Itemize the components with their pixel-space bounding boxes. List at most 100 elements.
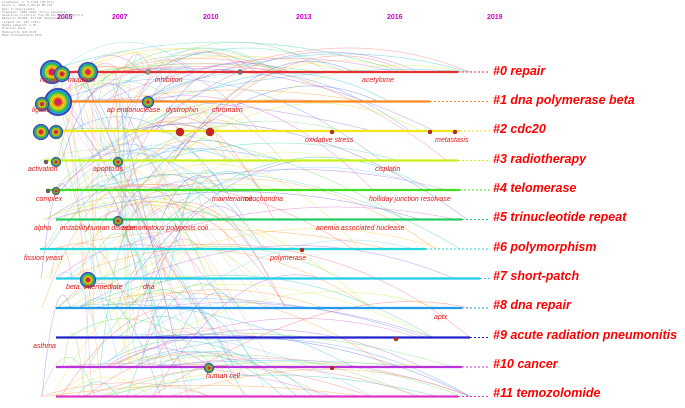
citation-node[interactable] (205, 127, 215, 137)
cluster-label[interactable]: #2 cdc20 (493, 122, 546, 136)
citation-node[interactable] (45, 188, 51, 194)
cluster-label[interactable]: #0 repair (493, 64, 546, 78)
citation-arc (82, 127, 236, 367)
citation-node-ring (207, 366, 211, 370)
citation-arc (69, 318, 214, 368)
citation-node[interactable] (299, 247, 305, 253)
node-label: cisplatin (375, 166, 400, 173)
citation-arc (44, 41, 402, 73)
citation-node[interactable] (237, 69, 243, 75)
citation-arc (126, 283, 237, 397)
citation-arc (143, 334, 471, 397)
citation-arc (83, 142, 398, 191)
citation-node-ring (54, 130, 58, 134)
citation-node[interactable] (427, 129, 433, 135)
citation-arc (119, 94, 233, 359)
cluster-label[interactable]: #10 cancer (493, 357, 559, 371)
citation-node[interactable] (175, 127, 185, 137)
node-label: ligase (32, 107, 50, 114)
citation-arc (46, 127, 406, 220)
citation-node-ring (146, 100, 150, 104)
citation-arc (50, 191, 421, 220)
citation-arc (39, 149, 223, 191)
cluster-label[interactable]: #4 telomerase (493, 181, 576, 195)
citation-arc (170, 306, 257, 368)
citation-arc (141, 95, 374, 191)
node-label: fission yeast (24, 255, 64, 262)
cluster-label[interactable]: #1 dna polymerase beta (493, 93, 635, 107)
year-label: 2019 (487, 14, 503, 21)
cluster-label[interactable]: #5 trinucleotide repeat (493, 210, 627, 224)
cluster-label[interactable]: #9 acute radiation pneumonitis (493, 328, 677, 342)
citation-arc (63, 376, 151, 397)
citation-node[interactable] (145, 69, 151, 75)
citation-arc (148, 302, 434, 338)
cluster-label[interactable]: #11 temozolomide (493, 386, 600, 400)
citation-node[interactable] (452, 129, 458, 135)
citation-arc (114, 291, 439, 368)
citation-arc (134, 121, 262, 191)
metadata-line: Modularity Q=0.6178 (2, 29, 37, 34)
citation-arc (127, 289, 234, 368)
citation-arc (82, 68, 259, 132)
citation-arc (116, 338, 471, 397)
node-label: metastasis (435, 137, 469, 144)
citation-arc (103, 81, 276, 371)
citation-node-ring (116, 160, 120, 164)
citation-arc (69, 81, 93, 393)
citation-arc (101, 98, 266, 312)
citation-arc (171, 250, 224, 309)
node-label: holliday junction resolvase (369, 196, 451, 203)
node-label: intermediate (84, 284, 123, 291)
node-label: dystrophin (166, 107, 198, 114)
citation-arc (74, 165, 208, 279)
citation-arc (82, 74, 183, 312)
citation-arc (58, 71, 84, 132)
citation-arc (95, 283, 431, 338)
cluster-labels: #0 repair #1 dna polymerase beta #2 cdc2… (493, 64, 677, 400)
citation-arc (53, 77, 112, 321)
citation-arc (84, 51, 218, 132)
citation-arc (41, 294, 71, 397)
citation-arc (107, 109, 267, 301)
citation-arc (68, 228, 442, 309)
citation-arc (106, 47, 277, 102)
node-label: oxidative stress (305, 137, 354, 144)
citation-arc (174, 239, 415, 309)
citation-arc (58, 99, 373, 132)
citation-node[interactable] (393, 336, 399, 342)
node-label: aptx (434, 314, 448, 321)
cluster-label[interactable]: #6 polymorphism (493, 240, 597, 254)
cluster-label[interactable]: #7 short-patch (493, 269, 579, 283)
metadata-line: CiteSpace, v. 5.6.R2 (64-bit) (2, 0, 55, 4)
citation-arc (166, 178, 436, 250)
citation-arc (70, 66, 147, 73)
citation-arc (140, 72, 390, 132)
citation-arc (122, 108, 131, 325)
citation-arc (166, 157, 432, 220)
node-label: anemia associated nuclease (316, 225, 404, 232)
citation-arc (126, 183, 239, 220)
citation-arc (67, 153, 208, 191)
citation-arc (175, 98, 227, 161)
citation-arc (96, 183, 354, 250)
citation-arc (112, 71, 137, 337)
citation-arc (67, 248, 372, 309)
year-label: 2007 (112, 14, 128, 21)
cluster-label[interactable]: #8 dna repair (493, 298, 572, 312)
citation-arc (43, 183, 180, 250)
cluster-timelines (34, 70, 490, 398)
citation-node[interactable] (43, 159, 49, 165)
cluster-label[interactable]: #3 radiotherapy (493, 152, 587, 166)
citation-arc (126, 120, 343, 161)
node-label: adenomatous polyposis coli (122, 225, 208, 232)
node-label: inhibition (155, 77, 183, 84)
citation-arc (39, 57, 285, 102)
citation-arc (53, 116, 122, 372)
node-label: acetylome (362, 77, 394, 84)
citation-node[interactable] (329, 129, 335, 135)
citation-arc (137, 188, 166, 279)
citation-arc (100, 334, 373, 397)
citation-node[interactable] (329, 365, 335, 371)
